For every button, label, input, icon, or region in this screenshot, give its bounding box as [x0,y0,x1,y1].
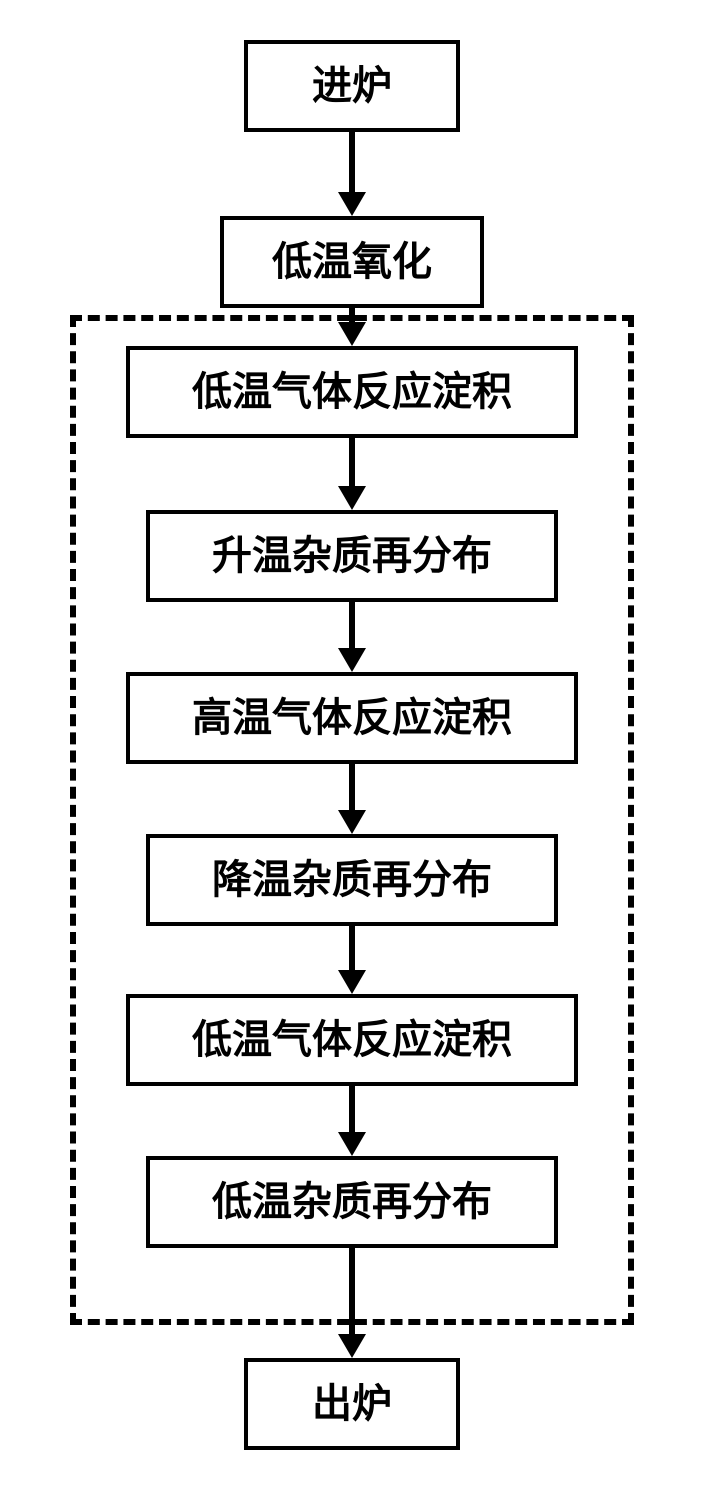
node-label: 低温气体反应淀积 [192,370,512,414]
arrow-head-icon [338,192,366,216]
arrow-head-icon [338,970,366,994]
node-cooldown-impurity-redistribution: 降温杂质再分布 [146,834,558,926]
arrow-line [349,602,355,650]
node-exit-furnace: 出炉 [244,1358,460,1450]
node-low-temp-gas-deposition-2: 低温气体反应淀积 [126,994,578,1086]
arrow-head-icon [338,810,366,834]
arrow-head-icon [338,648,366,672]
arrow-line [349,1248,355,1336]
node-label: 出炉 [312,1382,392,1426]
node-label: 低温氧化 [272,240,432,284]
arrow-head-icon [338,322,366,346]
arrow-line [349,926,355,972]
arrow-head-icon [338,1334,366,1358]
arrow-head-icon [338,486,366,510]
node-label: 进炉 [312,64,392,108]
node-enter-furnace: 进炉 [244,40,460,132]
node-low-temp-oxidation: 低温氧化 [220,216,484,308]
flowchart-canvas: 进炉 低温氧化 低温气体反应淀积 升温杂质再分布 高温气体反应淀积 降温杂质再分… [0,0,704,1508]
node-label: 高温气体反应淀积 [192,696,512,740]
node-low-temp-impurity-redistribution: 低温杂质再分布 [146,1156,558,1248]
node-label: 低温杂质再分布 [212,1180,492,1224]
node-label: 升温杂质再分布 [212,534,492,578]
node-label: 降温杂质再分布 [212,858,492,902]
node-low-temp-gas-deposition-1: 低温气体反应淀积 [126,346,578,438]
arrow-line [349,764,355,812]
node-high-temp-gas-deposition: 高温气体反应淀积 [126,672,578,764]
arrow-head-icon [338,1132,366,1156]
node-heatup-impurity-redistribution: 升温杂质再分布 [146,510,558,602]
arrow-line [349,1086,355,1134]
node-label: 低温气体反应淀积 [192,1018,512,1062]
arrow-line [349,132,355,194]
arrow-line [349,438,355,488]
